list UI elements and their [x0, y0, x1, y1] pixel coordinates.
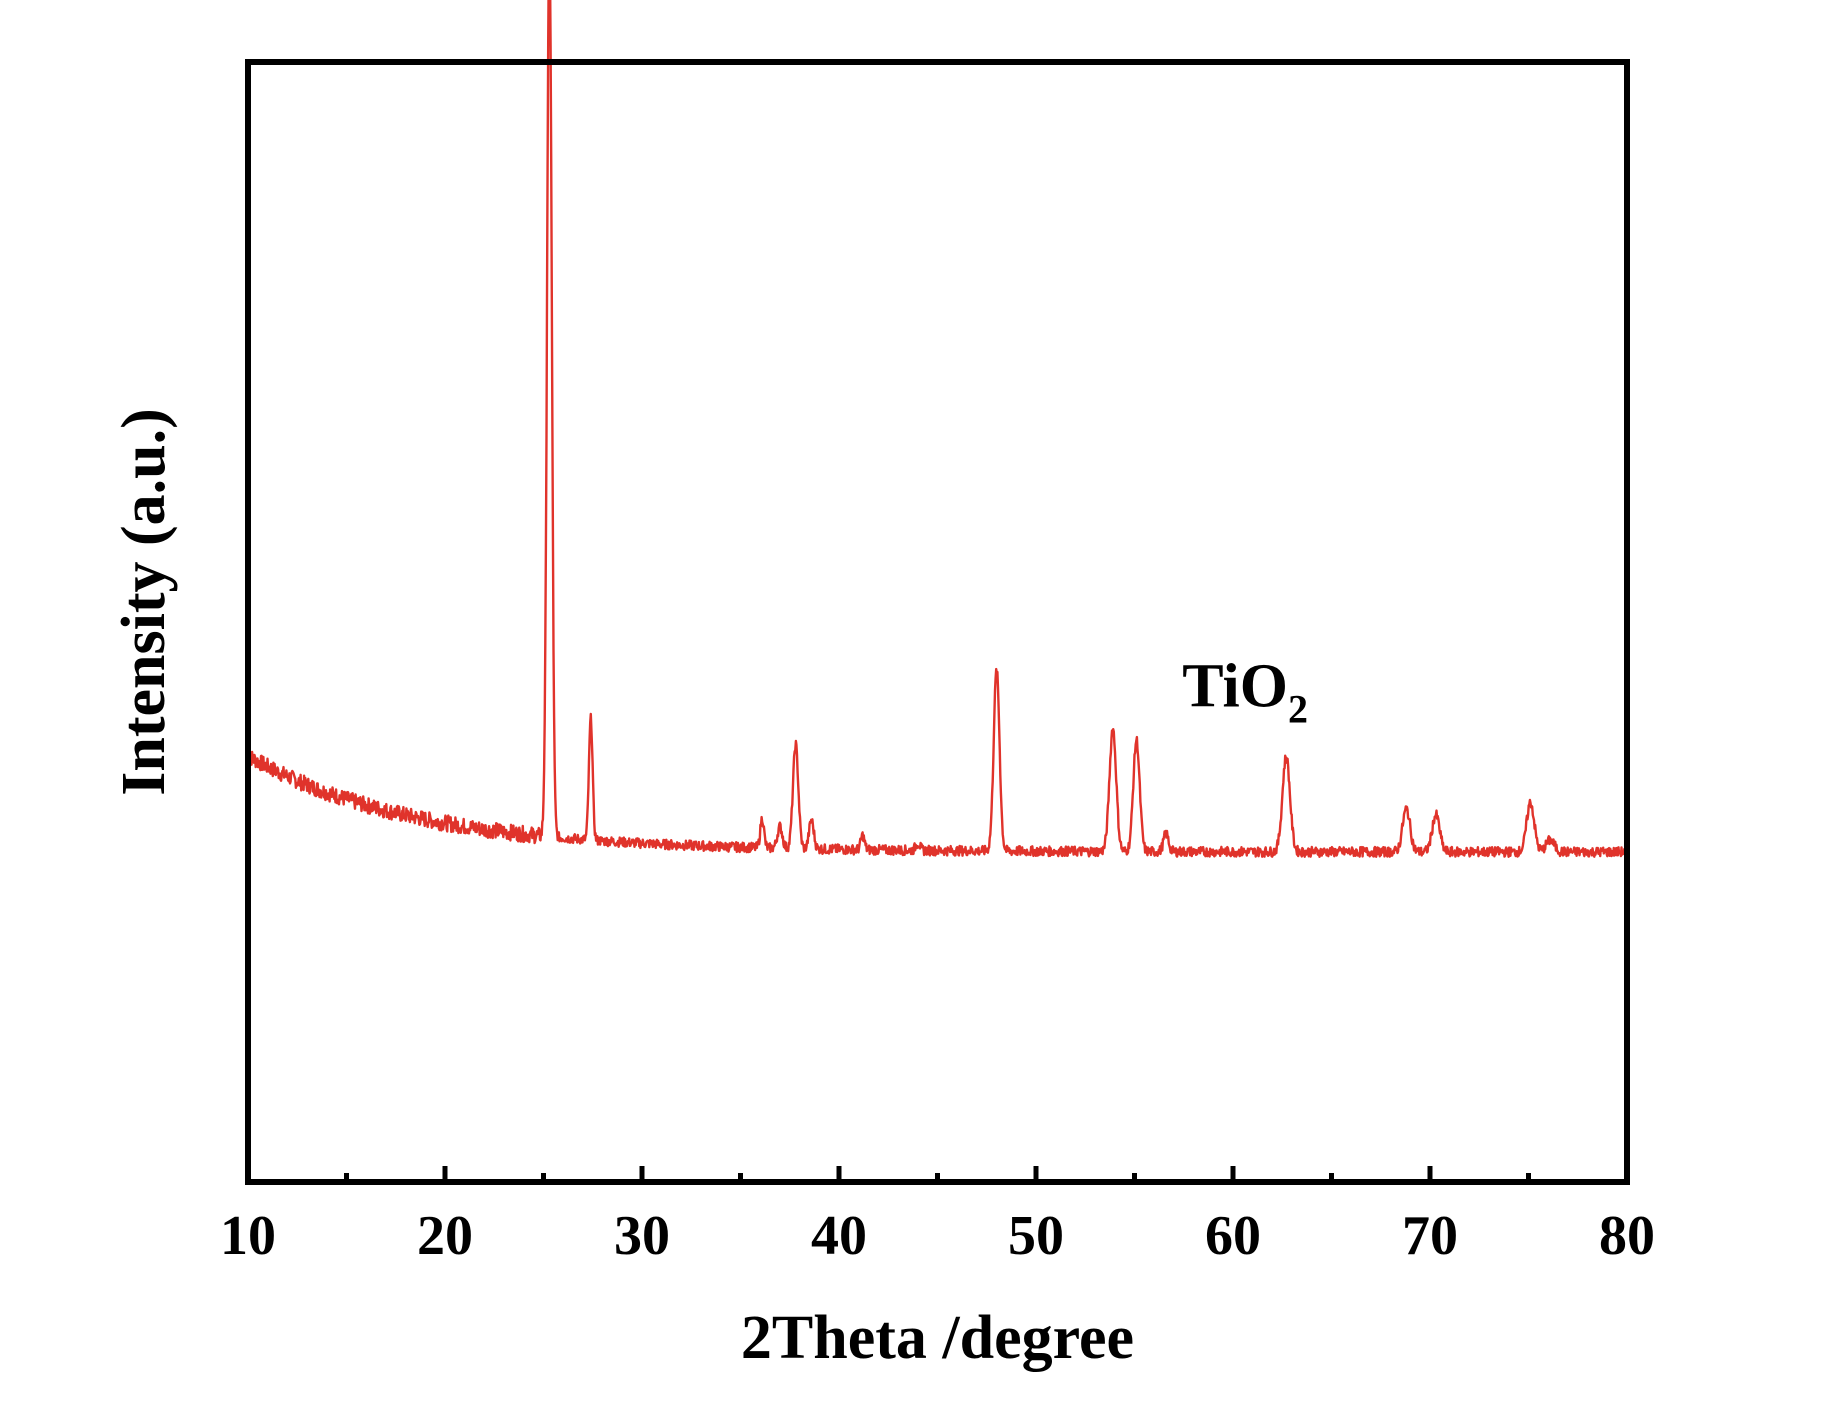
- annotation-text: TiO: [1182, 652, 1288, 720]
- series-line-xrd-pattern: [247, 0, 1628, 858]
- x-axis-label: 2Theta /degree: [741, 1304, 1134, 1372]
- x-axis-ticks: [245, 1166, 1630, 1182]
- x-tick-label-40: 40: [811, 1205, 867, 1267]
- x-axis-tick-labels: 10 20 30 40 50 60 70 80: [220, 1205, 1655, 1267]
- x-tick-label-20: 20: [417, 1205, 473, 1267]
- phase-annotation: TiO2: [1182, 652, 1308, 731]
- x-tick-label-80: 80: [1599, 1205, 1655, 1267]
- x-tick-label-70: 70: [1402, 1205, 1458, 1267]
- x-tick-label-50: 50: [1008, 1205, 1064, 1267]
- y-axis-label: Intensity (a.u.): [110, 408, 178, 796]
- x-tick-label-60: 60: [1205, 1205, 1261, 1267]
- plot-frame: [245, 59, 1630, 1185]
- x-tick-label-10: 10: [220, 1205, 276, 1267]
- annotation-subscript: 2: [1288, 686, 1308, 731]
- x-tick-label-30: 30: [614, 1205, 670, 1267]
